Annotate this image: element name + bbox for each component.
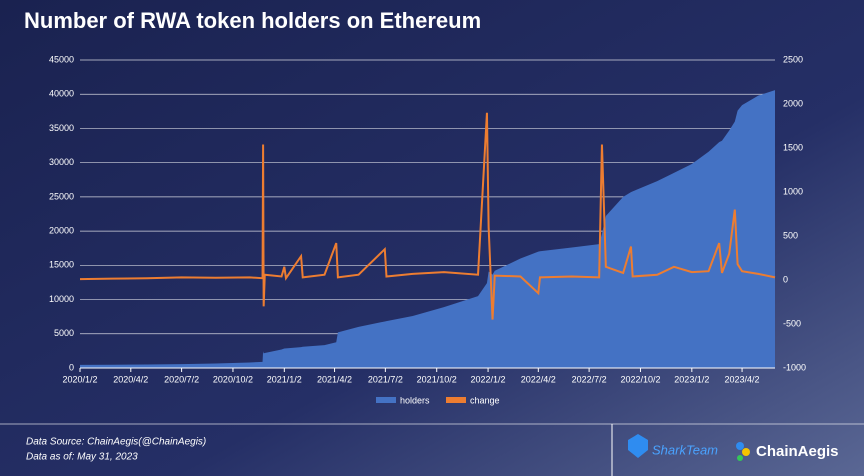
- chainaegis-icon: [737, 455, 743, 461]
- y-tick-label: 15000: [49, 260, 74, 270]
- y-tick-label: 40000: [49, 89, 74, 99]
- x-tick-label: 2023/4/2: [725, 374, 760, 384]
- x-tick-label: 2020/1/2: [62, 374, 97, 384]
- y-tick-label: 0: [69, 362, 74, 372]
- data-source: Data Source: ChainAegis(@ChainAegis): [26, 437, 206, 448]
- x-tick-label: 2022/1/2: [471, 374, 506, 384]
- x-tick-label: 2020/10/2: [213, 374, 253, 384]
- legend-swatch: [376, 397, 396, 403]
- sharkteam-logo: SharkTeam: [652, 442, 718, 457]
- y2-tick-label: -500: [783, 318, 801, 328]
- y-tick-label: 10000: [49, 294, 74, 304]
- change-line: [79, 112, 776, 320]
- legend-label: change: [470, 395, 500, 405]
- x-tick-label: 2021/1/2: [267, 374, 302, 384]
- y-tick-label: 45000: [49, 54, 74, 64]
- y2-tick-label: 2500: [783, 54, 803, 64]
- y-tick-label: 30000: [49, 157, 74, 167]
- x-tick-label: 2022/10/2: [620, 374, 660, 384]
- chainaegis-icon: [742, 448, 750, 456]
- x-tick-label: 2020/7/2: [164, 374, 199, 384]
- x-tick-label: 2022/4/2: [521, 374, 556, 384]
- x-tick-label: 2023/1/2: [674, 374, 709, 384]
- y2-tick-label: 0: [783, 274, 788, 284]
- y-tick-label: 35000: [49, 123, 74, 133]
- x-tick-label: 2020/4/2: [113, 374, 148, 384]
- y-tick-label: 5000: [54, 328, 74, 338]
- x-tick-label: 2021/7/2: [368, 374, 403, 384]
- chainaegis-icon: [736, 442, 744, 450]
- legend-swatch: [446, 397, 466, 403]
- holders-area: [80, 90, 775, 369]
- y-tick-label: 25000: [49, 191, 74, 201]
- x-tick-label: 2021/10/2: [417, 374, 457, 384]
- y2-tick-label: 1000: [783, 186, 803, 196]
- chainaegis-logo: ChainAegis: [756, 443, 839, 460]
- x-tick-label: 2021/4/2: [317, 374, 352, 384]
- y2-tick-label: 500: [783, 230, 798, 240]
- y2-tick-label: 2000: [783, 98, 803, 108]
- legend-label: holders: [400, 395, 430, 405]
- chart-title: Number of RWA token holders on Ethereum: [24, 8, 481, 33]
- sharkteam-icon: [628, 434, 648, 458]
- y2-tick-label: 1500: [783, 142, 803, 152]
- x-tick-label: 2022/7/2: [572, 374, 607, 384]
- data-date: Data as of: May 31, 2023: [26, 452, 138, 463]
- y-tick-label: 20000: [49, 225, 74, 235]
- y2-tick-label: -1000: [783, 362, 806, 372]
